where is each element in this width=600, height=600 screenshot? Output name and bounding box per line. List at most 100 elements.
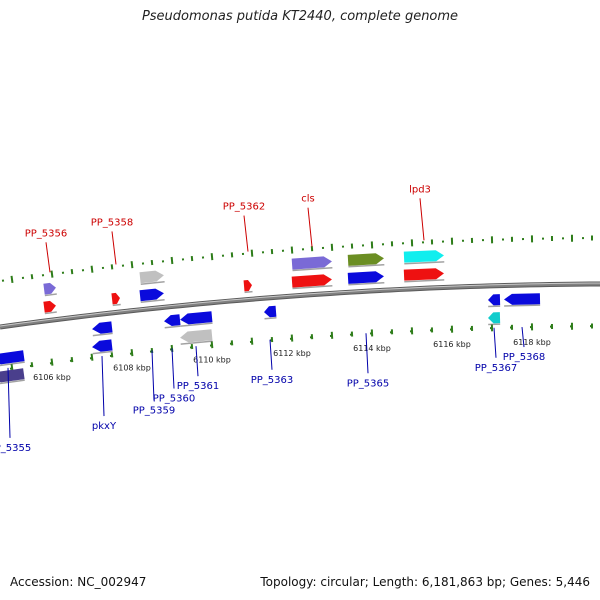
gene-shadow bbox=[292, 267, 333, 272]
gene-feature bbox=[43, 282, 57, 297]
ruler-dot-top bbox=[201, 256, 205, 259]
ruler-tick-top bbox=[150, 259, 154, 266]
gene-feature bbox=[488, 312, 501, 326]
tick-label: 6106 kbp bbox=[33, 373, 71, 382]
gene-label: PP_5355 bbox=[0, 443, 31, 454]
ruler-tick-top bbox=[50, 270, 54, 278]
gene-shadow bbox=[92, 332, 113, 337]
ruler-dot-top bbox=[361, 244, 365, 247]
gene-shadow bbox=[404, 261, 445, 265]
gene-arrow bbox=[164, 314, 181, 327]
ruler-dot-top bbox=[241, 252, 245, 256]
feature-layer bbox=[0, 250, 541, 386]
ruler-tick-top bbox=[170, 256, 174, 265]
ruler-dot-top bbox=[481, 239, 485, 242]
gene-shadow bbox=[264, 317, 277, 320]
ruler-tick-top bbox=[550, 235, 554, 242]
ruler-tick-bottom bbox=[210, 341, 214, 349]
leader-line bbox=[243, 215, 249, 252]
gene-feature bbox=[403, 268, 445, 283]
label-layer: PP_5356 PP_5358 PP_5362 cls lpd3 PP_5355 pkxY P… bbox=[0, 184, 545, 454]
gene-arrow bbox=[0, 350, 25, 365]
gene-label: PP_5358 bbox=[91, 217, 134, 228]
ruler-tick-bottom bbox=[350, 331, 354, 337]
gene-arrow bbox=[488, 312, 501, 324]
ruler-tick-bottom bbox=[370, 329, 374, 337]
ruler-tick-top bbox=[410, 239, 414, 247]
gene-arrow bbox=[488, 294, 501, 306]
ruler-dot-top bbox=[21, 276, 25, 280]
ruler-dot-top bbox=[101, 266, 105, 270]
ruler-tick-top bbox=[350, 243, 354, 249]
ruler-tick-top bbox=[70, 269, 74, 275]
gene-arrow bbox=[111, 292, 120, 305]
gene-shadow bbox=[140, 299, 165, 303]
leader-line bbox=[111, 231, 117, 265]
ruler-tick-bottom bbox=[450, 325, 454, 333]
ruler-dot-top bbox=[121, 264, 125, 267]
gene-shadow bbox=[0, 361, 25, 368]
tick-layer: 6106 kbp 6108 kbp 6110 kbp 6112 kbp 6114 kbp… bbox=[1, 234, 594, 382]
gene-feature bbox=[92, 339, 113, 355]
ruler-tick-bottom bbox=[530, 323, 534, 331]
gene-label: PP_5365 bbox=[347, 378, 390, 389]
gene-shadow bbox=[140, 281, 165, 285]
ruler-tick-top bbox=[530, 235, 534, 243]
leader-line bbox=[365, 333, 369, 374]
gene-arrow bbox=[43, 282, 56, 295]
gene-arrow bbox=[347, 253, 384, 266]
gene-arrow bbox=[243, 279, 252, 292]
ruler-dot-top bbox=[1, 279, 5, 282]
ruler-dot-top bbox=[161, 260, 165, 263]
gene-label: PP_5359 bbox=[133, 406, 176, 417]
ruler-tick-bottom bbox=[550, 323, 554, 330]
map-title: Pseudomonas putida KT2440, complete geno… bbox=[141, 9, 459, 24]
ruler-tick-bottom bbox=[410, 327, 414, 335]
ruler-tick-top bbox=[250, 249, 254, 257]
ruler-tick-bottom bbox=[110, 352, 114, 358]
ruler-tick-bottom bbox=[330, 331, 334, 339]
ruler-tick-top bbox=[190, 255, 194, 262]
gene-feature bbox=[139, 288, 165, 303]
ruler-dot-top bbox=[501, 238, 505, 241]
gene-arrow bbox=[92, 339, 113, 352]
gene-feature bbox=[488, 294, 501, 308]
ruler-tick-top bbox=[430, 239, 434, 245]
gene-shadow bbox=[180, 340, 213, 345]
ruler-tick-top bbox=[370, 241, 374, 249]
gene-arrow bbox=[139, 288, 164, 302]
gene-feature bbox=[111, 292, 121, 307]
ruler-tick-bottom bbox=[390, 329, 394, 335]
ruler-dot-top bbox=[81, 269, 85, 272]
ruler-tick-top bbox=[270, 249, 274, 255]
ruler-tick-bottom bbox=[190, 343, 194, 350]
ruler-dot-top bbox=[441, 240, 445, 243]
leader-line bbox=[171, 348, 175, 389]
gene-label: PP_5363 bbox=[251, 375, 294, 386]
gene-feature bbox=[92, 321, 113, 337]
gene-shadow bbox=[112, 303, 121, 307]
ruler-dot-top bbox=[321, 246, 325, 249]
tick-label: 6112 kbp bbox=[273, 349, 311, 358]
ruler-dot-top bbox=[521, 238, 525, 241]
gene-label: lpd3 bbox=[409, 184, 431, 195]
leader-line bbox=[493, 327, 497, 358]
ruler-dot-top bbox=[341, 245, 345, 248]
ruler-dot-top bbox=[301, 248, 305, 251]
ruler-tick-bottom bbox=[310, 334, 314, 340]
leader-line bbox=[151, 350, 155, 401]
gene-label: PP_5367 bbox=[475, 363, 518, 374]
ruler-tick-top bbox=[310, 246, 314, 252]
leader-line bbox=[307, 207, 313, 247]
gene-feature bbox=[347, 271, 385, 286]
ruler-tick-bottom bbox=[10, 363, 14, 371]
ruler-tick-bottom bbox=[70, 357, 74, 363]
gene-label: pkxY bbox=[92, 421, 117, 432]
ruler-tick-bottom bbox=[250, 337, 254, 345]
gene-feature bbox=[347, 253, 385, 268]
gene-label: cls bbox=[301, 194, 315, 205]
ruler-dot-top bbox=[181, 258, 185, 261]
ruler-tick-bottom bbox=[90, 353, 94, 361]
tick-label: 6118 kbp bbox=[513, 338, 551, 347]
gene-arrow bbox=[92, 321, 113, 334]
